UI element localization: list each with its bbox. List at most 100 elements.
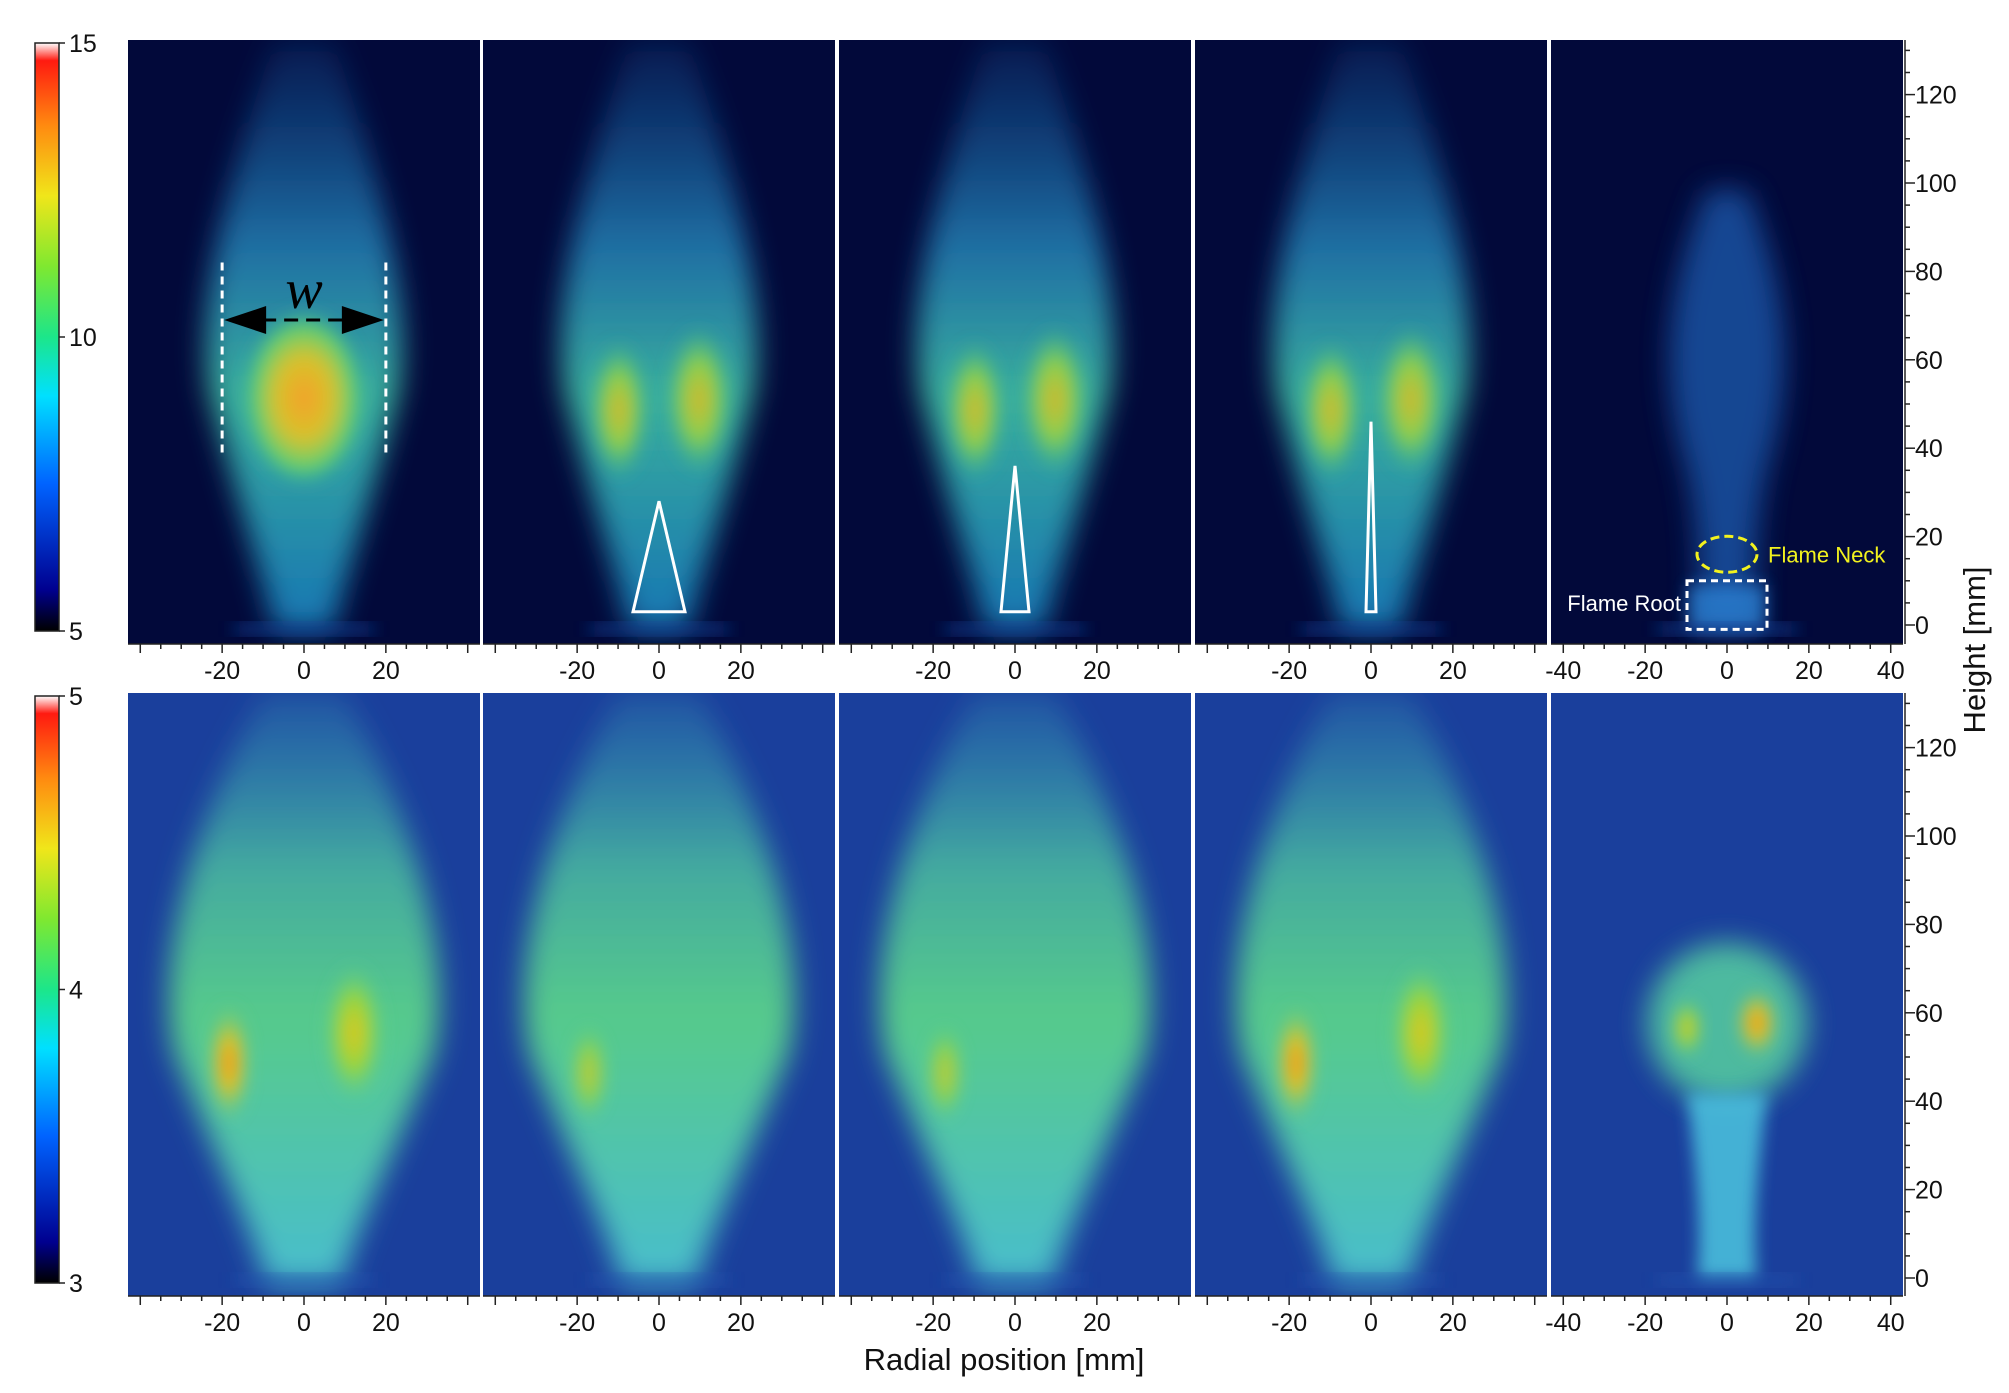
x-tick-label: -20 [1271, 1309, 1307, 1337]
flame-image-panel [1195, 693, 1547, 1296]
flame-envelope [1235, 693, 1507, 1283]
flame-lobe-right [665, 325, 733, 475]
x-tick-label: -40 [1545, 657, 1581, 685]
y-tick-label: 20 [1915, 524, 1943, 552]
colorbar-tick-label: 3 [69, 1270, 83, 1298]
x-tick-label: 0 [1720, 657, 1734, 685]
burner-exit-glow [1301, 1275, 1441, 1285]
flame-body [560, 40, 758, 634]
x-tick-label: -20 [915, 1309, 951, 1337]
y-axis: 120 100 80 60 40 20 0 [1904, 693, 1957, 1296]
x-tick-label: 20 [1439, 657, 1467, 685]
panel-x-axis: -20 0 20 [483, 643, 835, 685]
x-tick-label: 20 [727, 657, 755, 685]
flame-body [205, 40, 403, 634]
x-tick-label: 0 [1008, 1309, 1022, 1337]
burner-exit-glow [589, 1275, 729, 1285]
flame-lobe-left [207, 1003, 251, 1123]
y-tick-label: 80 [1915, 258, 1943, 286]
y-axis-title: Height [mm] [1957, 566, 1992, 733]
x-tick-label: 20 [1439, 1309, 1467, 1337]
x-tick-label: 0 [1364, 1309, 1378, 1337]
x-tick-label: 0 [1720, 1309, 1734, 1337]
width-arrow-right-head [341, 306, 384, 335]
colorbar-tick-label: 4 [69, 977, 83, 1005]
flame-body [879, 693, 1151, 1285]
flame-image-panel [483, 40, 835, 644]
flame-lobe-right [1735, 987, 1779, 1059]
flame-envelope [916, 40, 1114, 630]
flame-cone-outline [631, 500, 687, 614]
x-tick-label: -20 [915, 657, 951, 685]
panel-x-axis: -20 0 20 [839, 1295, 1191, 1337]
x-tick-label: 20 [1083, 657, 1111, 685]
x-tick-label: 0 [297, 657, 311, 685]
y-tick-label: 100 [1915, 823, 1957, 851]
y-tick-label: 120 [1915, 735, 1957, 763]
flame-body [1235, 693, 1507, 1285]
flame-envelope [560, 40, 758, 630]
x-tick-label: -20 [559, 1309, 595, 1337]
x-tick-label: 20 [372, 1309, 400, 1337]
flame-envelope [879, 693, 1151, 1283]
colorbar-tick-label: 5 [69, 618, 83, 646]
x-tick-label: -20 [559, 657, 595, 685]
flame-body [1647, 943, 1807, 1285]
y-tick-label: 120 [1915, 82, 1957, 110]
x-tick-label: -20 [1627, 1309, 1663, 1337]
flame-cone-outline [999, 465, 1031, 614]
flame-lobe-right [324, 963, 384, 1103]
burner-exit-glow [945, 624, 1085, 634]
x-tick-label: -20 [1271, 657, 1307, 685]
x-tick-label: 20 [727, 1309, 755, 1337]
flame-lobe-left [1301, 340, 1361, 480]
flame-root-marker [1685, 579, 1769, 631]
x-tick-label: -20 [204, 657, 240, 685]
burner-exit-glow [234, 1275, 374, 1285]
y-tick-label: 80 [1915, 911, 1943, 939]
colorbar-tick-label: 5 [69, 683, 83, 711]
flame-body [168, 693, 440, 1285]
panel-x-axis: -20 0 20 [839, 643, 1191, 685]
panel-x-axis: -20 0 20 [1195, 1295, 1547, 1337]
x-tick-label: 0 [1008, 657, 1022, 685]
burner-exit-glow [945, 1275, 1085, 1285]
x-tick-label: -40 [1545, 1309, 1581, 1337]
panel-x-axis: -20 0 20 [483, 1295, 835, 1337]
flame-lobe-left [1274, 1003, 1318, 1123]
x-tick-label: 0 [652, 657, 666, 685]
colorbar: 15 10 5 [34, 30, 97, 646]
flame-body [916, 40, 1114, 634]
y-axis: 120 100 80 60 40 20 0 [1904, 40, 1957, 644]
image-panels [128, 40, 1903, 1296]
colorbar-tick-label: 15 [69, 30, 97, 58]
panel-x-axis: -40 -20 0 20 40 [1545, 643, 1905, 685]
flame-image-panel [128, 40, 480, 644]
x-tick-label: 20 [1795, 657, 1823, 685]
width-symbol-label: w [285, 259, 322, 321]
flame-lobe-right [1021, 325, 1089, 475]
flame-envelope [168, 693, 440, 1283]
flame-bulb [1647, 943, 1807, 1103]
panel-x-axis: -20 0 20 [1195, 643, 1547, 685]
flame-neck-label: Flame Neck [1768, 542, 1886, 567]
y-tick-label: 0 [1915, 612, 1929, 640]
colorbar-gradient [34, 42, 60, 632]
axes: -20 0 20 -20 0 20 -20 0 20 -20 0 20 -40 -20 0 20 4012010… [34, 30, 1992, 1377]
colorbar-tick-label: 10 [69, 324, 97, 352]
colorbar: 5 4 3 [34, 683, 83, 1298]
flame-root-label: Flame Root [1567, 591, 1681, 616]
x-tick-label: 20 [1083, 1309, 1111, 1337]
flame-root-glow [1689, 585, 1765, 630]
flame-lobe-left [925, 1023, 965, 1123]
x-tick-label: 40 [1877, 657, 1905, 685]
flame-lobe-right [1391, 963, 1451, 1103]
burner-exit-glow [589, 624, 729, 634]
y-tick-label: 100 [1915, 170, 1957, 198]
flame-hot-core [242, 310, 366, 486]
flame-body [1272, 40, 1470, 634]
x-tick-label: 0 [1364, 657, 1378, 685]
flame-envelope [1272, 40, 1470, 630]
flame-image-panel [483, 693, 835, 1296]
